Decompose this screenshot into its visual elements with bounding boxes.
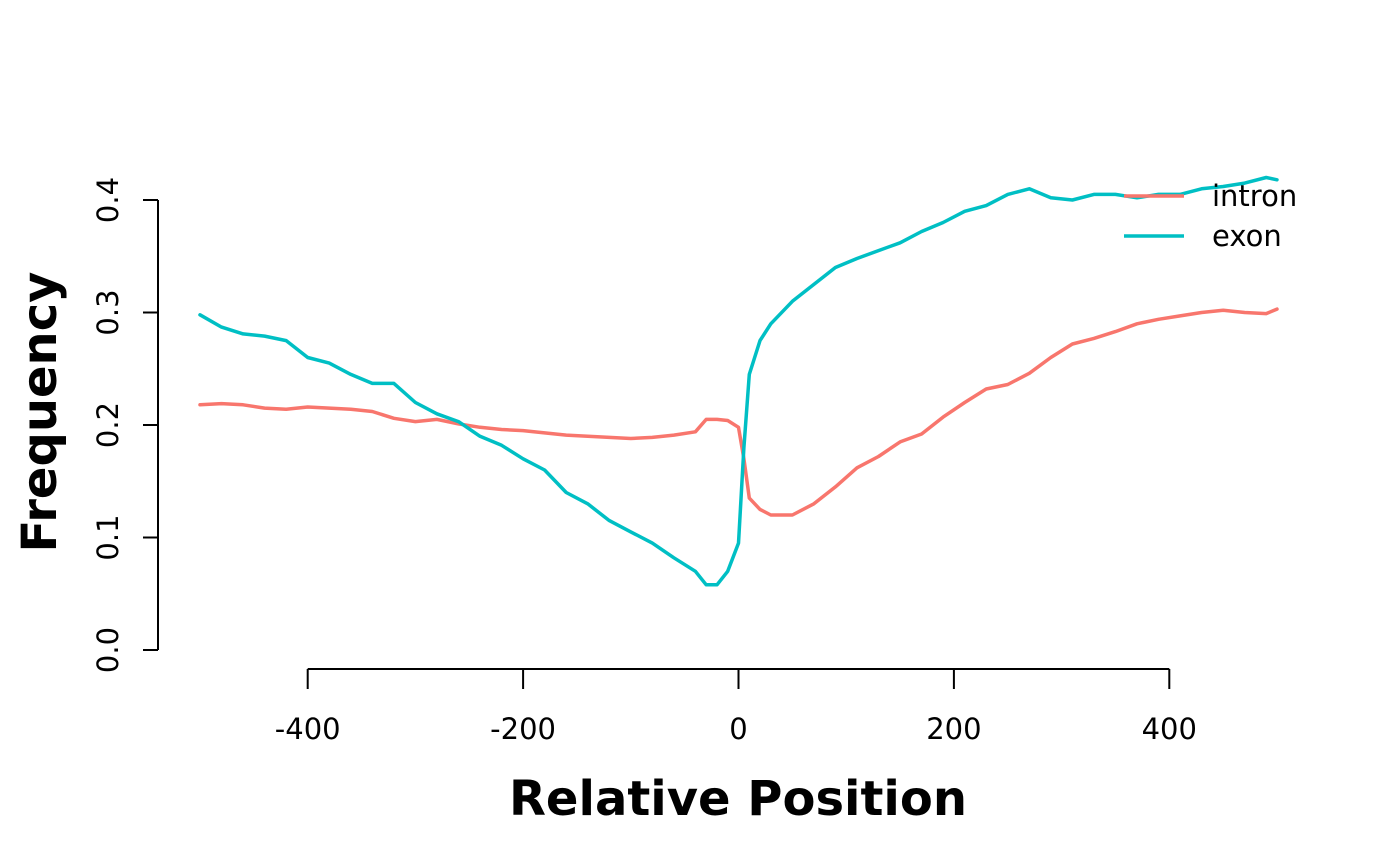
legend: intron exon: [1124, 179, 1297, 253]
y-tick-label: 0.2: [91, 402, 125, 448]
plot-series: [198, 175, 1279, 587]
y-axis: 0.0 0.1 0.2 0.3 0.4: [91, 177, 159, 673]
y-tick-label: 0.4: [91, 177, 125, 223]
y-tick-label: 0.1: [91, 514, 125, 560]
legend-label-exon: exon: [1212, 219, 1282, 253]
series-line-intron: [198, 307, 1279, 517]
y-axis-title: Frequency: [12, 272, 68, 553]
y-tick-label: 0.0: [91, 627, 125, 673]
x-tick-label: -200: [490, 712, 556, 746]
x-tick-label: 200: [926, 712, 981, 746]
x-axis: -400 -200 0 200 400: [275, 668, 1197, 746]
y-tick-label: 0.3: [91, 289, 125, 335]
x-tick-label: 400: [1142, 712, 1197, 746]
x-tick-label: 0: [729, 712, 747, 746]
x-tick-label: -400: [275, 712, 341, 746]
legend-label-intron: intron: [1212, 179, 1297, 213]
series-line-exon: [198, 175, 1279, 587]
x-axis-title: Relative Position: [509, 771, 967, 827]
